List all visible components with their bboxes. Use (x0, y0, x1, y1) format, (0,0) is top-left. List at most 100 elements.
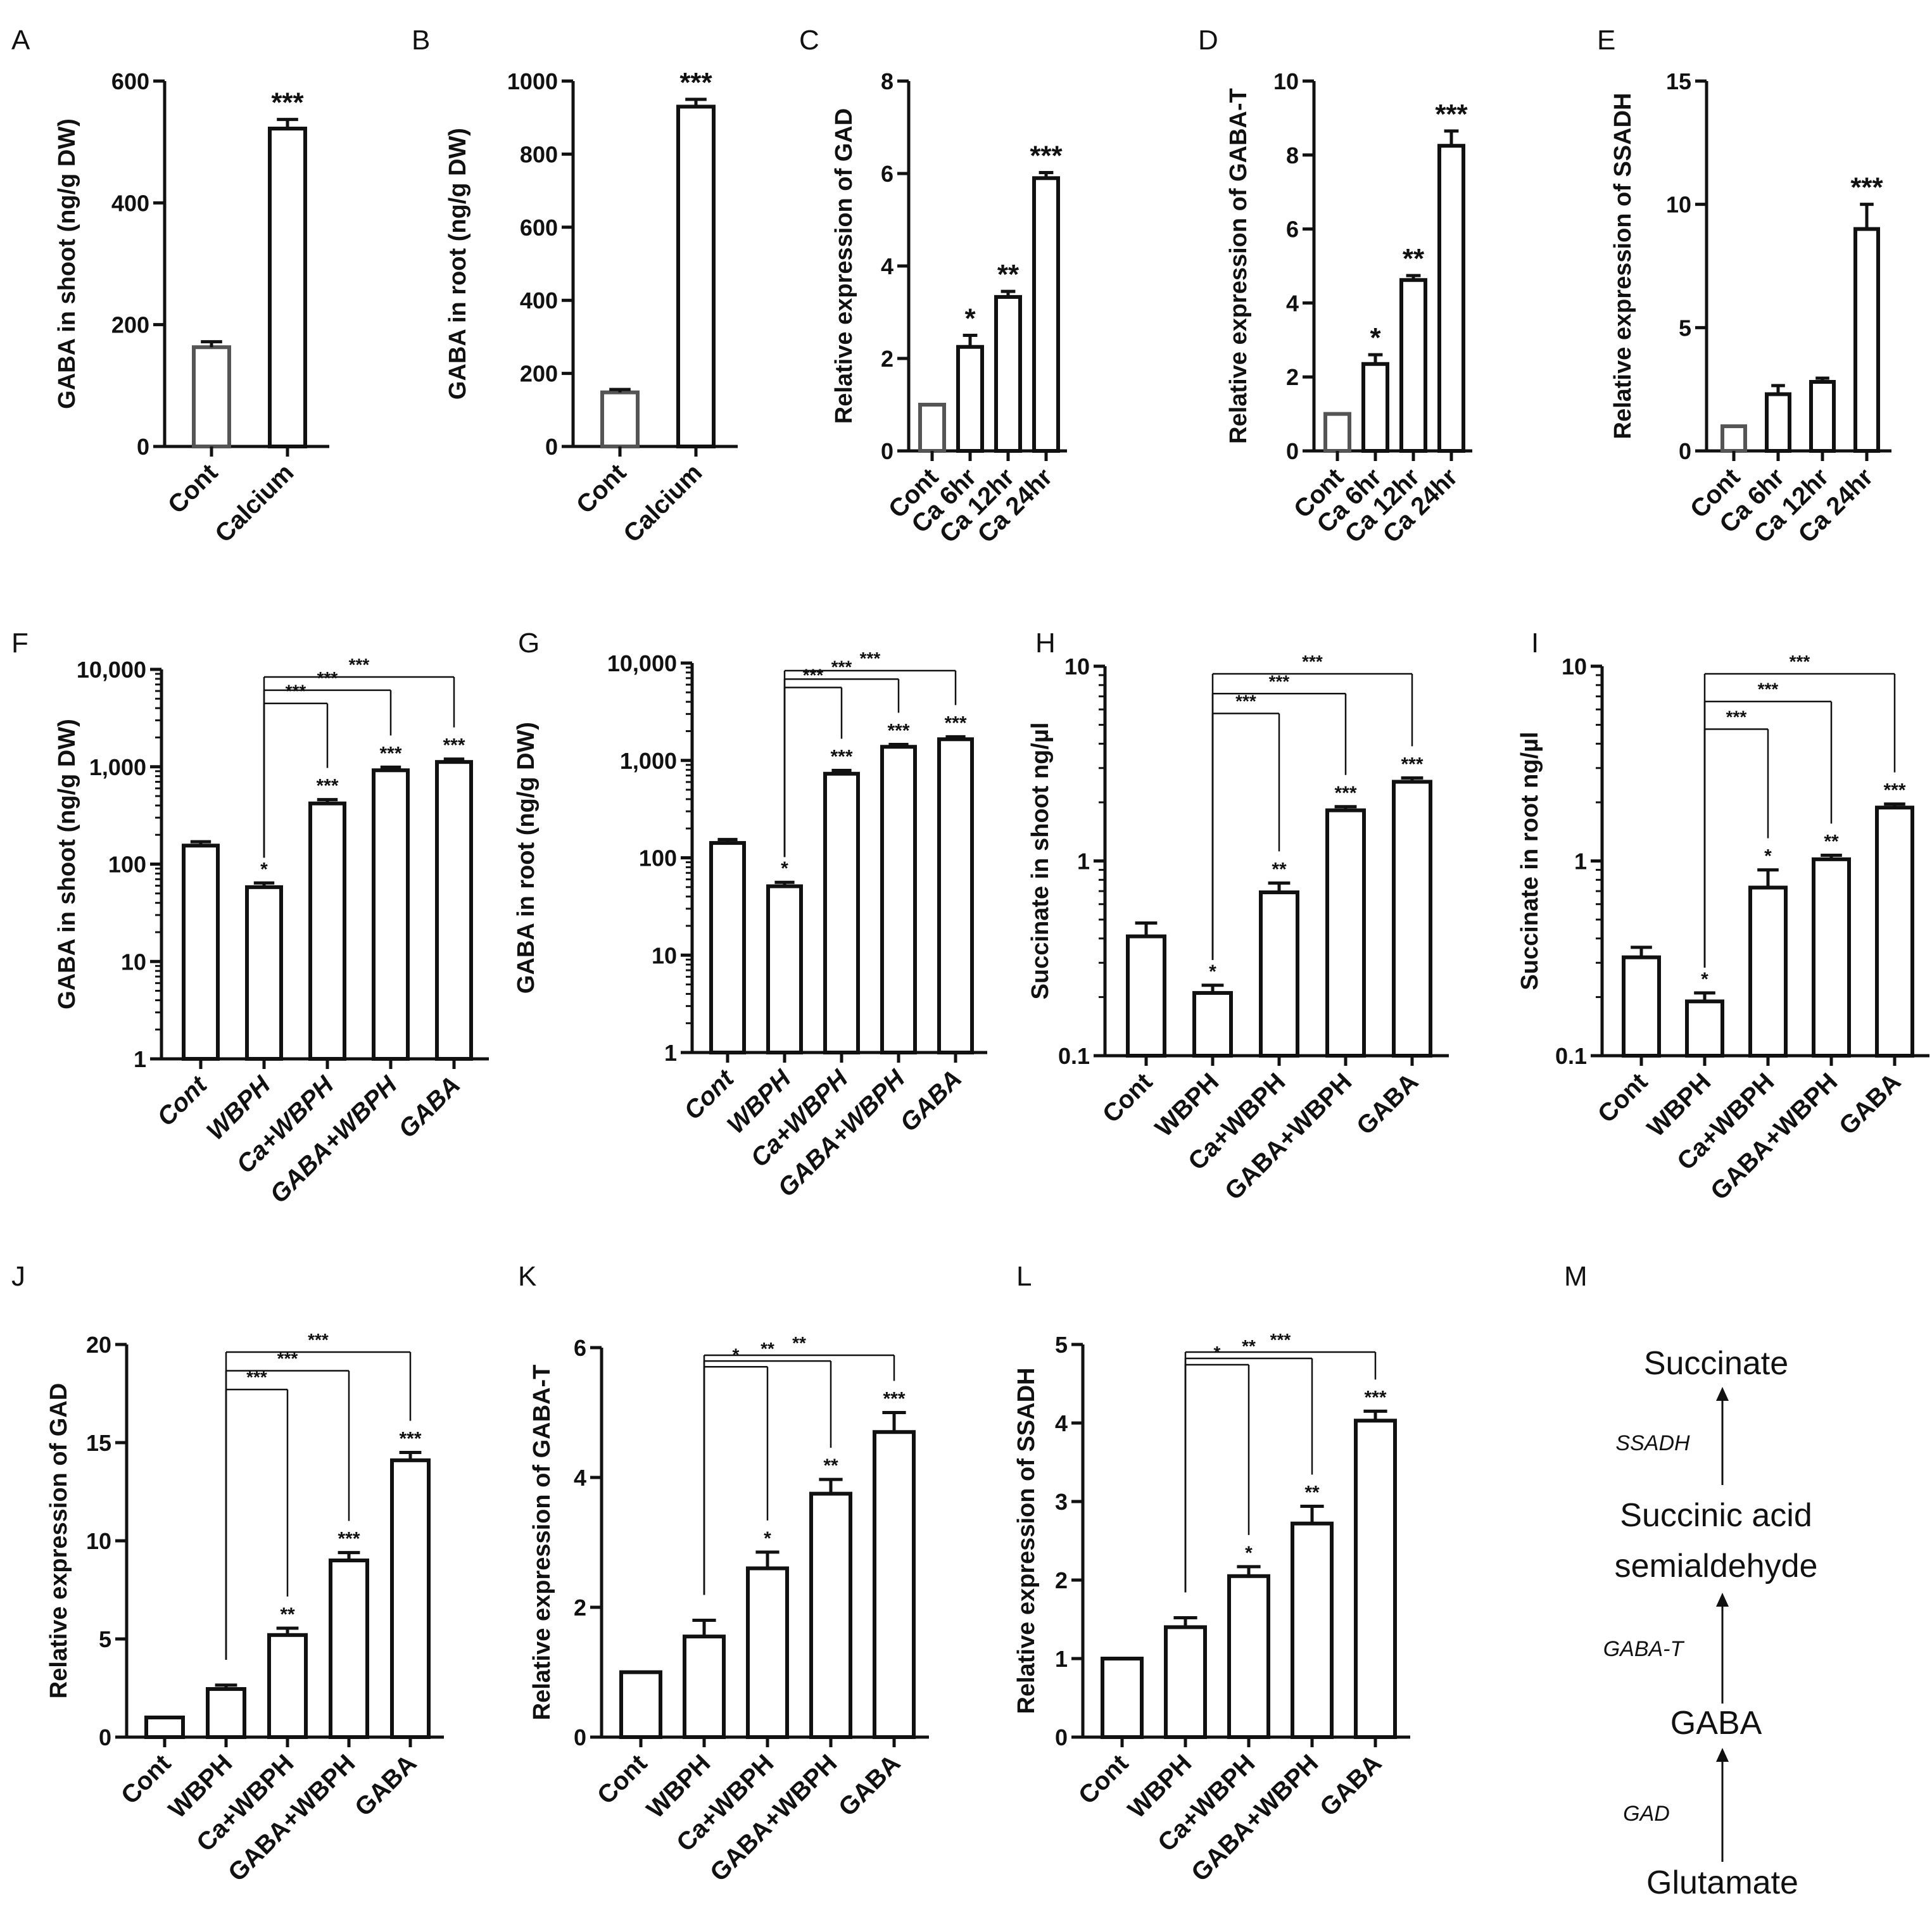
pathway-compound: GABA (1670, 1705, 1762, 1742)
panel-m-pathway: M Succinate Succinic acid semialdehyde GABA G… (1564, 1261, 1817, 1901)
y-tick-label: 100 (108, 852, 146, 878)
bracket-stars: *** (317, 668, 338, 688)
y-tick-label: 1 (134, 1046, 146, 1072)
bar (245, 885, 283, 1061)
panel-label: H (1035, 628, 1056, 659)
panel-label: F (11, 628, 28, 659)
y-tick-label: 0 (137, 434, 149, 460)
bracket-stars: *** (1270, 1330, 1291, 1350)
y-tick-label: 0 (1679, 438, 1691, 464)
y-axis-label: GABA in shoot (ng/g DW) (54, 719, 80, 1009)
y-axis-label: Relative expression of GABA-T (1225, 88, 1252, 444)
y-tick-label: 10 (1273, 68, 1299, 94)
category-label: GABA (895, 1065, 967, 1137)
significance-stars: *** (883, 1389, 905, 1410)
significance-stars: ** (1403, 243, 1425, 274)
bar (1812, 857, 1851, 1058)
panel-label: L (1016, 1261, 1032, 1292)
bracket-stars: *** (1235, 692, 1256, 711)
y-tick-label: 0 (1055, 1724, 1068, 1750)
y-axis-label: Succinate in root ng/µl (1517, 731, 1543, 990)
bar (1354, 1419, 1397, 1740)
significance-stars: *** (271, 87, 304, 118)
bracket-stars: *** (1726, 707, 1747, 726)
significance-stars: ** (823, 1455, 838, 1476)
bar (1622, 955, 1661, 1058)
bar (144, 1716, 185, 1739)
y-tick-label: 100 (639, 845, 677, 871)
pathway-compound: semialdehyde (1615, 1548, 1818, 1584)
y-tick-label: 4 (1055, 1410, 1068, 1436)
bar (880, 745, 917, 1054)
category-label: GABA (1834, 1068, 1906, 1140)
y-tick-label: 4 (574, 1465, 586, 1491)
bar (1720, 424, 1747, 453)
panel-label: M (1564, 1261, 1588, 1292)
panel-a: A 0 200 400 600 GABA in shoot (ng/g DW) ContCa… (11, 25, 329, 548)
panel-f: F 1 10 100 1,000 10,000 GABA in shoot (ng/g DW… (11, 628, 489, 1209)
bar (600, 390, 640, 448)
bar (676, 104, 716, 448)
bar (683, 1635, 726, 1739)
significance-stars: *** (338, 1529, 360, 1550)
y-tick-label: 1 (664, 1040, 677, 1066)
significance-stars: ** (1824, 831, 1839, 852)
y-tick-label: 1,000 (89, 754, 146, 780)
panel-label: C (799, 25, 819, 56)
y-tick-label: 1,000 (620, 748, 677, 774)
category-label: Cont (1593, 1068, 1653, 1129)
bracket-stars: *** (860, 648, 881, 668)
panel-label: B (412, 25, 430, 56)
bar (1323, 412, 1351, 453)
y-tick-label: 4 (881, 253, 893, 279)
significance-stars: *** (399, 1429, 421, 1450)
bar (1765, 392, 1791, 453)
significance-stars: * (764, 1528, 771, 1549)
bracket-stars: *** (1302, 652, 1323, 671)
bar (390, 1458, 431, 1739)
y-tick-label: 10 (121, 949, 146, 975)
bar (956, 345, 984, 453)
y-tick-label: 10,000 (607, 650, 677, 676)
significance-stars: ** (280, 1604, 295, 1625)
panel-label: E (1597, 25, 1615, 56)
significance-stars: * (1370, 322, 1381, 353)
y-tick-label: 1 (1574, 849, 1587, 875)
y-tick-label: 2 (574, 1595, 586, 1621)
y-tick-label: 2 (881, 346, 893, 372)
bracket-stars: *** (349, 655, 370, 674)
bar (873, 1430, 916, 1739)
bar (206, 1687, 246, 1740)
bar (329, 1559, 369, 1739)
y-tick-label: 8 (1286, 142, 1299, 168)
y-axis-label: Relative expression of GAD (46, 1383, 72, 1698)
bracket-stars: ** (761, 1339, 774, 1358)
pathway-enzyme: SSADH (1615, 1431, 1690, 1455)
bar (1325, 808, 1366, 1058)
y-tick-label: 10 (1562, 654, 1587, 680)
bar (709, 841, 746, 1055)
pathway-arrowhead (1716, 1748, 1729, 1762)
significance-stars: *** (379, 743, 401, 764)
bar (1032, 176, 1060, 453)
y-tick-label: 600 (111, 68, 149, 94)
bar (918, 403, 946, 453)
y-tick-label: 1 (1055, 1646, 1068, 1672)
y-tick-label: 10,000 (77, 657, 146, 683)
pathway-compound: Succinic acid (1620, 1497, 1812, 1534)
y-tick-label: 0.1 (1555, 1043, 1587, 1069)
panel-label: J (11, 1261, 25, 1292)
bracket-stars: ** (792, 1333, 806, 1353)
y-axis-label: Relative expression of GABA-T (529, 1365, 555, 1721)
y-tick-label: 5 (1679, 315, 1691, 341)
category-label: GABA (350, 1749, 422, 1821)
y-tick-label: 6 (1286, 217, 1299, 243)
bar (308, 801, 346, 1061)
bar (1685, 999, 1724, 1058)
bar (1748, 885, 1788, 1058)
y-tick-label: 2 (1055, 1567, 1068, 1593)
bar (1192, 990, 1233, 1058)
